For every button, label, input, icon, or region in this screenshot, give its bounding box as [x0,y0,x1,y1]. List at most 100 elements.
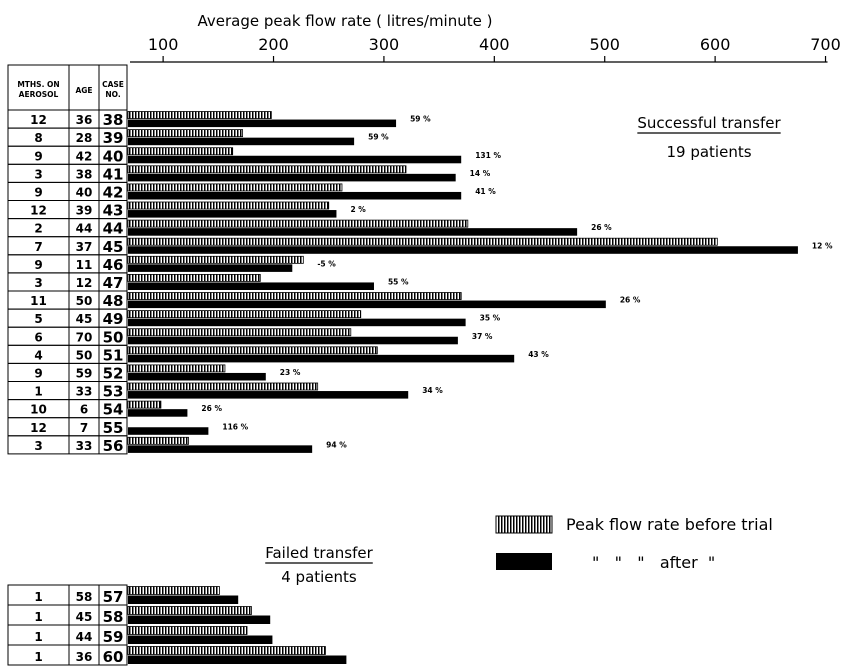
cell-case: 49 [103,310,124,328]
table-row: 1 58 57 [7,584,128,606]
bar-after [128,210,337,218]
table-failed-transfer: 1 58 57 1 45 58 1 44 59 1 36 60 [7,584,128,666]
bar-before [127,606,252,615]
cell-age: 50 [76,294,93,308]
cell-age: 45 [76,610,93,624]
cell-case: 59 [103,628,124,646]
cell-case: 50 [103,328,124,346]
change-label: 34 % [422,386,443,395]
change-label: 43 % [528,350,549,359]
change-label: 26 % [201,404,222,413]
bar-after [128,119,397,128]
bar-after [128,635,273,644]
table-row: 2 44 44 [7,218,128,238]
bar-after [128,595,239,604]
cell-age: 28 [76,131,93,145]
cell-age: 40 [76,186,93,200]
bar-after [128,354,515,363]
cell-age: 42 [76,149,93,163]
bar-before [127,626,248,635]
cell-case: 60 [103,648,124,666]
table-row: 3 33 56 [7,435,128,455]
bar-after [128,282,374,290]
table-row: 1 44 59 [7,624,128,646]
bar-before [127,310,362,319]
cell-case: 56 [103,437,124,455]
cell-case: 47 [103,274,124,292]
cell-months: 2 [34,222,42,236]
cell-months: 12 [30,113,47,127]
bar-after [128,336,458,345]
bar-after [128,246,798,254]
cell-case: 55 [103,419,124,437]
x-tick-label: 700 [810,35,841,54]
cell-case: 39 [103,129,124,147]
table-row-border [7,644,128,666]
cell-months: 7 [34,240,42,254]
change-label: 116 % [222,422,248,431]
change-label: -5 % [317,259,336,268]
cell-months: 5 [34,312,42,326]
x-tick-label: 400 [479,35,510,54]
table-row: 4 50 51 [7,344,128,364]
cell-case: 53 [103,383,124,401]
change-label: 94 % [326,440,347,449]
change-label: 23 % [280,368,301,377]
bar-before [127,237,718,246]
table-row: 9 11 46 [7,254,128,274]
table-row-border [7,435,128,455]
cell-months: 9 [34,186,42,200]
change-label: 35 % [480,314,501,323]
cell-months: 1 [34,590,42,604]
table-row: 6 70 50 [7,326,128,346]
bar-after [128,264,293,272]
change-label: 2 % [350,205,366,214]
cell-age: 70 [76,330,93,344]
cell-age: 37 [76,240,93,254]
bar-before [127,255,304,264]
legend-swatch-before [495,515,553,534]
cell-months: 3 [34,276,42,290]
cell-age: 50 [76,348,93,362]
chart-title: Average peak flow rate ( litres/minute ) [198,12,493,30]
cell-case: 40 [103,147,124,165]
bar-after [128,228,578,236]
cell-age: 59 [76,367,93,381]
bar-after [128,155,462,164]
change-label: 131 % [475,151,501,160]
bar-before [127,273,261,282]
cell-months: 1 [34,630,42,644]
x-tick-label: 600 [700,35,731,54]
table-row: 1 33 53 [7,381,128,401]
x-tick-label: 500 [589,35,620,54]
cell-case: 44 [103,220,124,238]
cell-case: 46 [103,256,124,274]
bar-after [128,427,209,435]
x-tick-label: 200 [258,35,289,54]
failed-transfer-subtitle: 4 patients [281,568,357,586]
cell-case: 41 [103,165,124,183]
bar-before [127,292,462,300]
cell-case: 42 [103,184,124,202]
legend-label-after: " " " after " [592,553,715,572]
cell-months: 3 [34,439,42,453]
table-row: 10 6 54 [7,399,128,419]
successful-transfer-title: Successful transfer [637,114,781,132]
change-label: 59 % [368,133,389,142]
bar-after [128,300,606,309]
x-axis: 100 200 300 400 500 600 700 [130,35,841,63]
table-row: 1 36 60 [7,644,128,666]
cell-age: 38 [76,167,93,181]
bar-before [127,147,234,156]
legend-swatch-after [496,553,552,570]
cell-case: 45 [103,238,124,256]
cell-age: 36 [76,113,93,127]
bar-before [127,219,469,228]
bar-before [127,646,326,655]
header-age: AGE [75,86,92,95]
bar-before [127,382,319,391]
cell-age: 45 [76,312,93,326]
cell-case: 54 [103,401,124,419]
